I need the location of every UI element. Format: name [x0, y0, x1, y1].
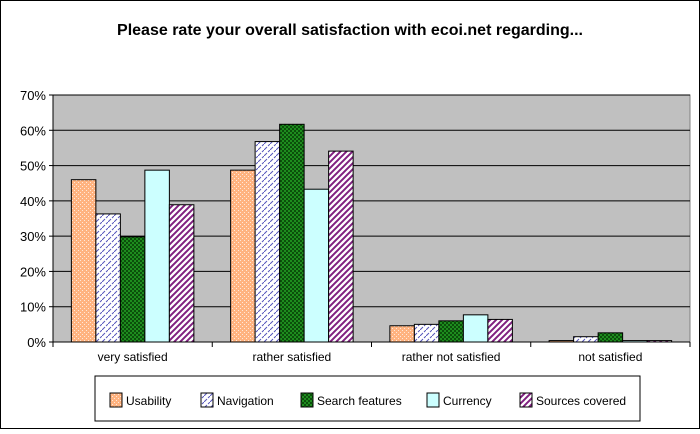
bar-navigation	[413, 323, 440, 343]
x-tick-label: rather not satisfied	[402, 350, 501, 364]
legend-box	[94, 375, 641, 422]
bar-search-features	[438, 320, 464, 343]
legend-label: Usability	[126, 394, 171, 408]
bar-sources-covered	[487, 318, 513, 343]
bar-currency	[303, 188, 330, 343]
x-tick-label: rather satisfied	[253, 350, 332, 364]
y-tick-label: 10%	[20, 300, 46, 315]
legend-label: Search features	[317, 394, 402, 408]
x-axis: very satisfied rather satisfied rather not…	[52, 341, 691, 364]
bar-navigation	[573, 336, 599, 343]
bar-sources-covered	[168, 204, 195, 343]
bar-search-features	[119, 236, 146, 343]
legend-label: Navigation	[217, 394, 274, 408]
bar-currency	[462, 314, 489, 343]
legend-label: Currency	[443, 394, 492, 408]
y-tick-label: 60%	[20, 123, 46, 138]
y-tick-label: 50%	[20, 159, 46, 174]
legend: Usability Navigation Search features Curren…	[94, 375, 641, 422]
bar-sources-covered	[328, 150, 354, 343]
bar-currency	[144, 169, 170, 343]
bar-usability	[230, 169, 256, 343]
y-axis: 0% 10% 20% 30% 40% 50% 60% 70%	[20, 88, 54, 350]
x-tick-label: not satisfied	[578, 350, 642, 364]
chart-title: Please rate your overall satisfaction wi…	[117, 22, 583, 39]
y-tick-label: 20%	[20, 264, 46, 279]
legend-swatch	[426, 392, 440, 408]
legend-swatch	[300, 392, 314, 408]
bar-navigation	[95, 213, 121, 343]
y-tick-label: 0%	[27, 335, 46, 350]
bar-usability	[389, 325, 415, 343]
bar-usability	[70, 179, 97, 343]
legend-swatch	[200, 392, 214, 408]
y-tick-label: 70%	[20, 88, 46, 103]
y-tick-label: 40%	[20, 194, 46, 209]
bar-search-features	[597, 332, 624, 343]
bar-navigation	[254, 141, 281, 343]
legend-swatch	[519, 392, 533, 408]
bars	[70, 123, 673, 343]
y-tick-label: 30%	[20, 229, 46, 244]
x-tick-label: very satisfied	[98, 350, 168, 364]
bar-search-features	[279, 123, 305, 343]
legend-label: Sources covered	[536, 394, 626, 408]
legend-swatch	[109, 392, 123, 408]
